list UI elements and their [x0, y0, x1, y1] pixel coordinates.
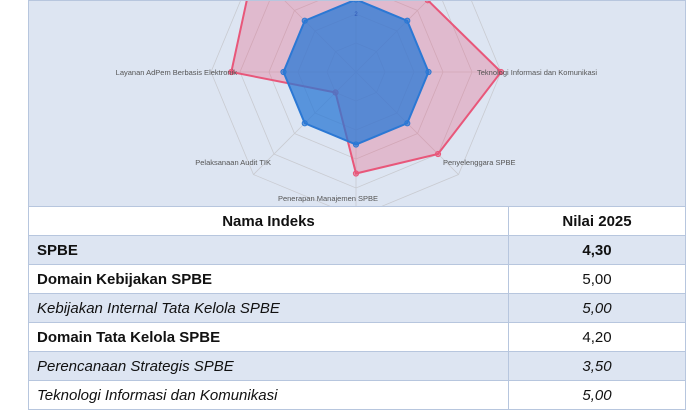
row-value: 5,00 [508, 264, 686, 294]
data-point [301, 17, 308, 24]
header-nilai-2025: Nilai 2025 [508, 206, 686, 236]
grid-ring [210, 1, 502, 206]
row-value: 4,30 [508, 235, 686, 265]
data-point [434, 150, 442, 158]
axis-label: Penyelenggara SPBE [443, 158, 516, 167]
row-name: Domain Kebijakan SPBE [28, 264, 509, 294]
data-point [301, 120, 308, 127]
table-row: Teknologi Informasi dan Komunikasi 5,00 [28, 380, 686, 410]
data-point [404, 17, 411, 24]
row-value: 4,20 [508, 322, 686, 352]
data-point [228, 68, 235, 76]
table-header-row: Nama Indeks Nilai 2025 [28, 206, 686, 236]
table-row: Domain Tata Kelola SPBE 4,20 [28, 322, 686, 352]
table-row: Domain Kebijakan SPBE 5,00 [28, 264, 686, 294]
radar-chart-panel: 23Teknologi Informasi dan KomunikasiPeny… [28, 0, 686, 206]
table-row: Perencanaan Strategis SPBE 3,50 [28, 351, 686, 381]
row-name: Teknologi Informasi dan Komunikasi [28, 380, 509, 410]
data-point [404, 120, 411, 127]
axis-label: Pelaksanaan Audit TIK [195, 158, 271, 167]
axis-label: Layanan AdPem Berbasis Elektronik [116, 68, 238, 77]
table-row: Kebijakan Internal Tata Kelola SPBE 5,00 [28, 293, 686, 323]
axis-label: Penerapan Manajemen SPBE [278, 194, 378, 203]
row-name: Perencanaan Strategis SPBE [28, 351, 509, 381]
table-row: SPBE 4,30 [28, 235, 686, 265]
data-point [352, 170, 360, 177]
tick-label: 2 [354, 12, 358, 18]
row-name: SPBE [28, 235, 509, 265]
axis-label: Teknologi Informasi dan Komunikasi [477, 68, 597, 77]
data-point [425, 68, 432, 76]
data-point [497, 68, 505, 76]
row-name: Domain Tata Kelola SPBE [28, 322, 509, 352]
radar-chart: 23Teknologi Informasi dan KomunikasiPeny… [116, 1, 597, 206]
row-value: 5,00 [508, 380, 686, 410]
header-nama-indeks: Nama Indeks [28, 206, 509, 236]
row-value: 5,00 [508, 293, 686, 323]
data-point [424, 1, 431, 4]
index-table: Nama Indeks Nilai 2025 SPBE 4,30 Domain … [28, 206, 686, 410]
data-point [280, 68, 287, 76]
spbe-report: 23Teknologi Informasi dan KomunikasiPeny… [28, 0, 686, 410]
data-point [352, 141, 360, 148]
data-point [353, 1, 359, 3]
row-value: 3,50 [508, 351, 686, 381]
row-name: Kebijakan Internal Tata Kelola SPBE [28, 293, 509, 323]
